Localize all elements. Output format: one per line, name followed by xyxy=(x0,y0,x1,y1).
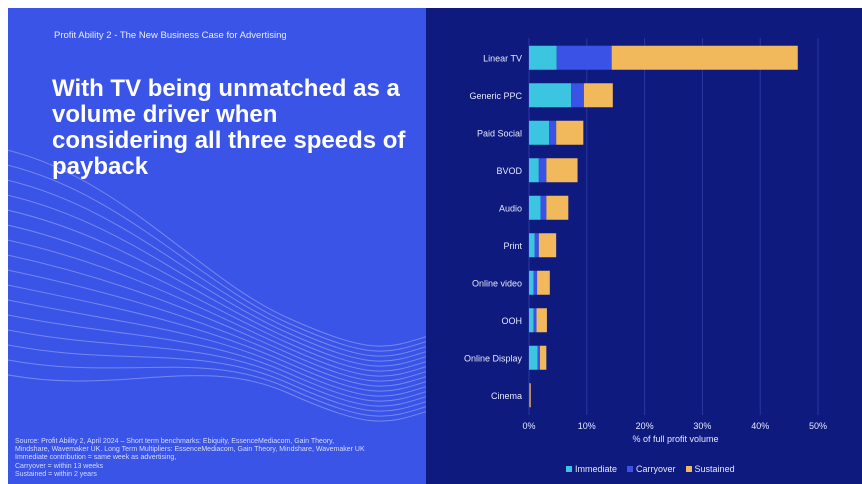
bar-segment-immediate xyxy=(529,270,534,295)
wave-line xyxy=(8,254,426,382)
category-label: Paid Social xyxy=(477,128,522,138)
wave-line xyxy=(8,299,426,397)
page-title: With TV being unmatched as a volume driv… xyxy=(52,75,406,180)
legend-swatch-sustained xyxy=(685,466,692,472)
bar-segment-immediate xyxy=(529,83,572,108)
wave-line xyxy=(8,359,426,417)
bar-segment-immediate xyxy=(529,158,539,183)
x-tick-label: 50% xyxy=(809,421,827,431)
bar-segment-sustained xyxy=(556,120,584,145)
wave-line xyxy=(8,149,426,347)
source-line: Sustained = within 2 years xyxy=(15,470,97,478)
wave-line xyxy=(8,314,426,402)
report-kicker: Profit Ability 2 - The New Business Case… xyxy=(54,30,287,41)
chart-panel: 0% 10% 20% 30% 40% 50% Linear TV Generic PPC Pai… xyxy=(426,8,862,484)
wave-line xyxy=(8,179,426,357)
bar-segment-sustained xyxy=(583,83,613,108)
bar-segment-immediate xyxy=(529,383,530,408)
decorative-waves xyxy=(8,149,426,422)
bar-segment-immediate xyxy=(529,308,534,333)
x-tick-label: 10% xyxy=(578,421,596,431)
bar-segment-immediate xyxy=(529,345,538,370)
bar-segment-carryover xyxy=(540,195,547,220)
bar-segment-sustained xyxy=(546,195,569,220)
bar-segment-sustained xyxy=(539,345,547,370)
bar-segment-sustained xyxy=(611,45,798,70)
bar-segment-carryover xyxy=(533,270,538,295)
bar-segment-sustained xyxy=(529,383,531,408)
source-note: Source: Profit Ability 2, April 2024 – S… xyxy=(15,438,425,479)
legend-swatch-carryover xyxy=(627,466,634,472)
bar-segment-sustained xyxy=(546,158,578,183)
legend-item-carryover: Carryover xyxy=(627,464,676,474)
bar-segment-carryover xyxy=(537,345,540,370)
wave-line xyxy=(8,239,426,377)
source-line: Mindshare, Wavemaker UK. Long Term Multi… xyxy=(15,446,365,454)
x-tick-label: 30% xyxy=(693,421,711,431)
source-line: Immediate contribution = same week as ad… xyxy=(15,454,177,462)
category-label: Online video xyxy=(472,278,522,288)
wave-line xyxy=(8,374,426,422)
bar-segment-immediate xyxy=(529,233,535,258)
legend-label: Sustained xyxy=(694,464,735,474)
category-label: BVOD xyxy=(496,166,522,176)
bar-segment-carryover xyxy=(538,158,547,183)
category-label: Audio xyxy=(499,203,522,213)
bar-segment-carryover xyxy=(534,233,539,258)
chart-legend: Immediate Carryover Sustained xyxy=(566,464,735,474)
source-line: Carryover = within 13 weeks xyxy=(15,462,104,470)
legend-label: Carryover xyxy=(636,464,676,474)
bar-segment-sustained xyxy=(536,308,547,333)
bar-segment-immediate xyxy=(529,195,541,220)
source-line: Source: Profit Ability 2, April 2024 – S… xyxy=(15,438,335,445)
category-label: Cinema xyxy=(491,391,522,401)
bar-segment-immediate xyxy=(529,120,550,145)
category-label: Print xyxy=(503,241,522,251)
x-tick-label: 20% xyxy=(636,421,654,431)
legend-item-immediate: Immediate xyxy=(566,464,617,474)
title-panel: Profit Ability 2 - The New Business Case… xyxy=(8,8,426,484)
wave-line xyxy=(8,344,426,412)
wave-line xyxy=(8,209,426,367)
x-tick-label: 0% xyxy=(522,421,535,431)
legend-item-sustained: Sustained xyxy=(685,464,735,474)
category-label: Online Display xyxy=(464,353,523,363)
wave-line xyxy=(8,194,426,362)
legend-label: Immediate xyxy=(575,464,618,474)
bar-segment-carryover xyxy=(571,83,584,108)
legend-swatch-immediate xyxy=(566,466,572,472)
bar-segment-carryover xyxy=(549,120,557,145)
bar-segment-sustained xyxy=(537,270,550,295)
x-tick-label: 40% xyxy=(751,421,769,431)
stacked-bar-chart: 0% 10% 20% 30% 40% 50% Linear TV Generic PPC Pai… xyxy=(464,38,827,444)
wave-line xyxy=(8,164,426,352)
category-label: OOH xyxy=(501,316,522,326)
category-label: Generic PPC xyxy=(469,91,522,101)
wave-line xyxy=(8,224,426,372)
bar-segment-carryover xyxy=(533,308,537,333)
x-axis-title: % of full profit volume xyxy=(632,434,718,444)
bar-segment-immediate xyxy=(529,45,557,70)
bar-segment-carryover xyxy=(556,45,612,70)
wave-line xyxy=(8,269,426,387)
bar-segment-sustained xyxy=(538,233,557,258)
category-label: Linear TV xyxy=(483,53,522,63)
wave-line xyxy=(8,284,426,392)
wave-line xyxy=(8,329,426,407)
